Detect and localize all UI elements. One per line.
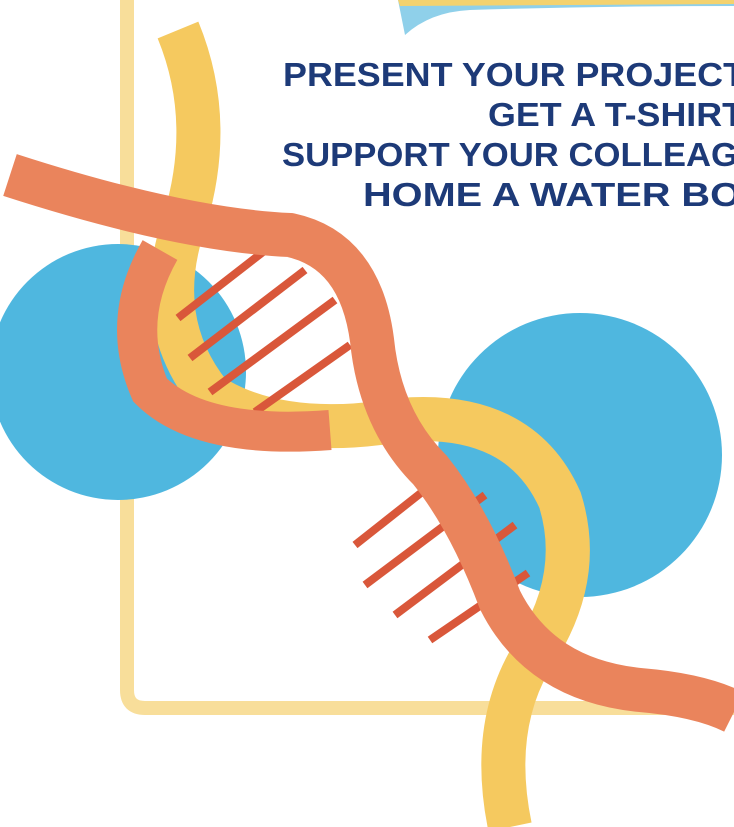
dna-strand — [117, 240, 332, 452]
banner-edge — [398, 0, 734, 6]
dna-strand — [3, 154, 734, 732]
headline-line: SUPPORT YOUR COLLEAG — [282, 136, 734, 173]
headline-line: PRESENT YOUR PROJECT — [283, 56, 734, 93]
headline-line: GET A T-SHIRT — [488, 96, 734, 133]
headline-line: HOME A WATER BO — [363, 176, 734, 213]
banner — [398, 0, 734, 35]
frame — [120, 0, 734, 715]
